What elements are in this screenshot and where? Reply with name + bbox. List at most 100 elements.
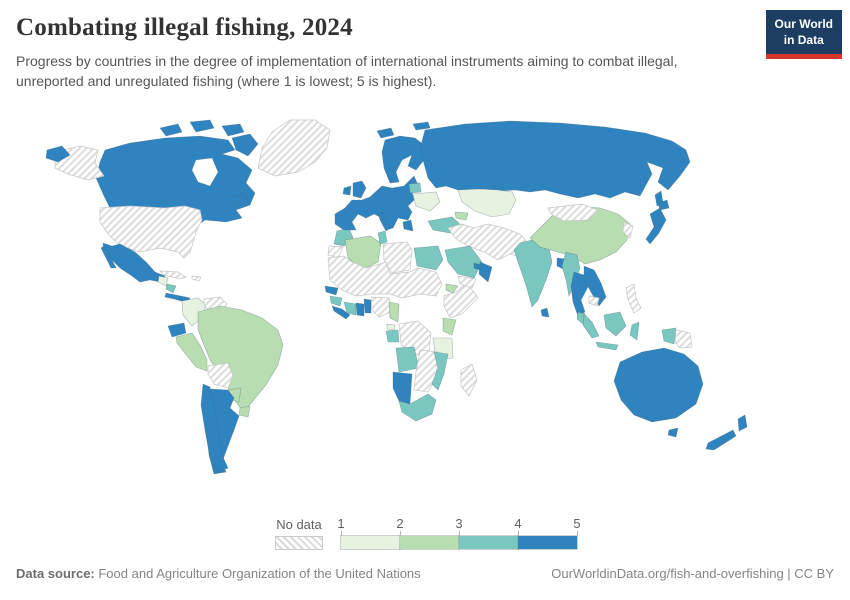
country-khm[interactable]: Cambodia	[588, 295, 600, 307]
country-ukr[interactable]: Ukraine	[412, 191, 441, 212]
country-gha[interactable]: Ghana	[355, 302, 365, 317]
country-chl[interactable]: Chile	[200, 383, 229, 473]
country-eur-greece[interactable]: Europe (EU and Balkans)	[402, 219, 414, 232]
country-can-arctic-1[interactable]: Canada	[159, 123, 183, 137]
country-aus[interactable]: Australia	[613, 347, 704, 423]
country-tgo[interactable]: Togo and Benin	[363, 298, 372, 314]
legend-bin-4–5[interactable]	[517, 535, 578, 550]
country-cau[interactable]: Georgia and Azerbaijan	[454, 211, 469, 221]
country-sau[interactable]: Saudi Arabia	[444, 245, 483, 279]
owid-logo-line1: Our World	[774, 17, 833, 31]
country-zaf[interactable]: South Africa	[398, 393, 437, 422]
country-grl[interactable]: Greenland	[257, 119, 331, 177]
country-usa[interactable]: United States	[99, 205, 203, 259]
country-mys[interactable]: Malaysia	[576, 311, 586, 325]
legend-tick-line	[459, 531, 460, 536]
country-eur[interactable]: Europe (EU and Balkans)	[334, 175, 419, 231]
country-can-arctic-3[interactable]: Canada	[221, 123, 245, 137]
attribution[interactable]: OurWorldinData.org/fish-and-overfishing …	[551, 566, 834, 581]
country-yem[interactable]: Yemen	[457, 275, 477, 289]
data-source-label: Data source:	[16, 566, 95, 581]
country-nzl-south[interactable]: New Zealand	[705, 429, 737, 451]
legend-tick-label-1: 1	[337, 516, 345, 531]
legend-tick-line	[518, 531, 519, 536]
country-blr[interactable]: Belarus	[408, 182, 422, 194]
country-eri[interactable]: Eritrea	[445, 283, 459, 294]
country-jpn-hokkaido[interactable]: Japan	[657, 199, 670, 211]
country-kaz[interactable]: Kazakhstan	[457, 188, 517, 218]
legend-bin-3–4[interactable]	[458, 535, 519, 550]
legend-no-data-swatch[interactable]	[275, 536, 323, 550]
country-ind[interactable]: India	[513, 238, 553, 308]
country-sca[interactable]: Norway, Sweden, Finland	[381, 135, 425, 184]
country-nic[interactable]: Nicaragua	[165, 283, 177, 294]
country-irl[interactable]: Ireland	[342, 185, 352, 196]
country-dza[interactable]: Algeria	[344, 235, 382, 271]
hudson-bay	[191, 157, 219, 187]
country-lby[interactable]: Libya	[382, 241, 413, 274]
legend-no-data-label: No data	[276, 517, 322, 532]
country-idn-sulawesi[interactable]: Indonesia	[629, 321, 640, 341]
country-civ[interactable]: Côte d'Ivoire	[343, 301, 357, 316]
country-ury[interactable]: Uruguay	[238, 405, 251, 418]
legend-color-scale[interactable]: 1 2 3 4 5	[337, 516, 581, 551]
country-sahel[interactable]: Mauritania, Mali, Niger, Chad, Sudan	[327, 255, 443, 299]
country-aus-tasmania[interactable]: Australia	[667, 427, 679, 438]
country-moz[interactable]: Mozambique	[431, 351, 449, 391]
country-horn[interactable]: Ethiopia and Somalia	[443, 283, 479, 319]
country-jpn[interactable]: Japan	[645, 207, 667, 245]
country-bol[interactable]: Bolivia	[207, 362, 234, 389]
country-mex-baja[interactable]: Mexico	[100, 245, 117, 269]
country-mdg[interactable]: Madagascar	[460, 363, 478, 397]
country-gnq[interactable]: Equatorial Guinea	[386, 323, 396, 331]
country-zmb[interactable]: Zambia, Zimbabwe, Botswana	[413, 349, 439, 393]
country-isl[interactable]: Iceland	[376, 127, 395, 139]
legend-tick-line	[577, 531, 578, 536]
footer: Data source: Food and Agriculture Organi…	[0, 566, 850, 581]
country-per[interactable]: Peru	[175, 332, 208, 372]
country-vnm[interactable]: Vietnam and Laos	[583, 265, 607, 307]
legend-bin-1–2[interactable]	[340, 535, 401, 550]
country-ken[interactable]: Kenya	[442, 317, 457, 336]
country-nam[interactable]: Namibia	[392, 371, 413, 405]
country-hsp[interactable]: Haiti and Dominican Republic	[191, 275, 202, 282]
country-can-baffin[interactable]: Canada	[231, 133, 259, 157]
country-tun[interactable]: Tunisia	[377, 230, 388, 245]
country-idn-java[interactable]: Indonesia	[595, 341, 619, 351]
country-can-newfoundland[interactable]: Canada	[229, 193, 249, 207]
country-phl[interactable]: Philippines	[625, 283, 642, 314]
country-sle[interactable]: Sierra Leone and Liberia	[331, 305, 351, 320]
country-can-arctic-2[interactable]: Canada	[189, 119, 215, 133]
country-egy[interactable]: Egypt	[413, 245, 444, 271]
country-idn-borneo[interactable]: Indonesia	[603, 311, 627, 337]
country-gab[interactable]: Gabon	[385, 329, 400, 343]
country-ecu[interactable]: Ecuador	[167, 322, 187, 338]
country-png[interactable]: Papua New Guinea	[674, 329, 693, 349]
chart-subtitle: Progress by countries in the degree of i…	[16, 53, 678, 89]
legend-bin-2–3[interactable]	[399, 535, 460, 550]
country-idn-sumatra[interactable]: Indonesia	[582, 313, 600, 339]
country-kor[interactable]: North and South Korea	[622, 221, 634, 239]
country-mng[interactable]: Mongolia	[547, 203, 599, 222]
legend-tick-line	[341, 531, 342, 536]
country-gin[interactable]: Guinea	[329, 295, 343, 307]
country-eur-italy[interactable]: Europe (EU and Balkans)	[377, 211, 391, 232]
country-rus-chukotka[interactable]: Russia	[45, 145, 71, 163]
country-gtm[interactable]: Guatemala	[157, 275, 169, 287]
country-cmr[interactable]: Cameroon	[388, 301, 400, 323]
country-sen[interactable]: Senegal and Gambia	[324, 285, 339, 296]
country-mmr[interactable]: Myanmar	[561, 251, 581, 297]
country-sva[interactable]: Svalbard (Norway)	[412, 121, 431, 131]
country-omn[interactable]: Oman	[478, 261, 493, 283]
country-rus[interactable]: Russia	[420, 120, 691, 199]
country-nga[interactable]: Nigeria	[370, 296, 392, 318]
country-idn-papua[interactable]: Indonesia	[661, 327, 677, 345]
owid-logo[interactable]: Our World in Data	[765, 10, 842, 60]
country-are[interactable]: United Arab Emirates	[473, 262, 483, 271]
legend-tick-label-4: 4	[514, 516, 522, 531]
country-nzl-north[interactable]: New Zealand	[737, 414, 748, 432]
country-cub[interactable]: Cuba	[159, 270, 187, 280]
country-lka[interactable]: Sri Lanka	[540, 307, 550, 318]
country-gbr[interactable]: United Kingdom	[352, 180, 367, 199]
